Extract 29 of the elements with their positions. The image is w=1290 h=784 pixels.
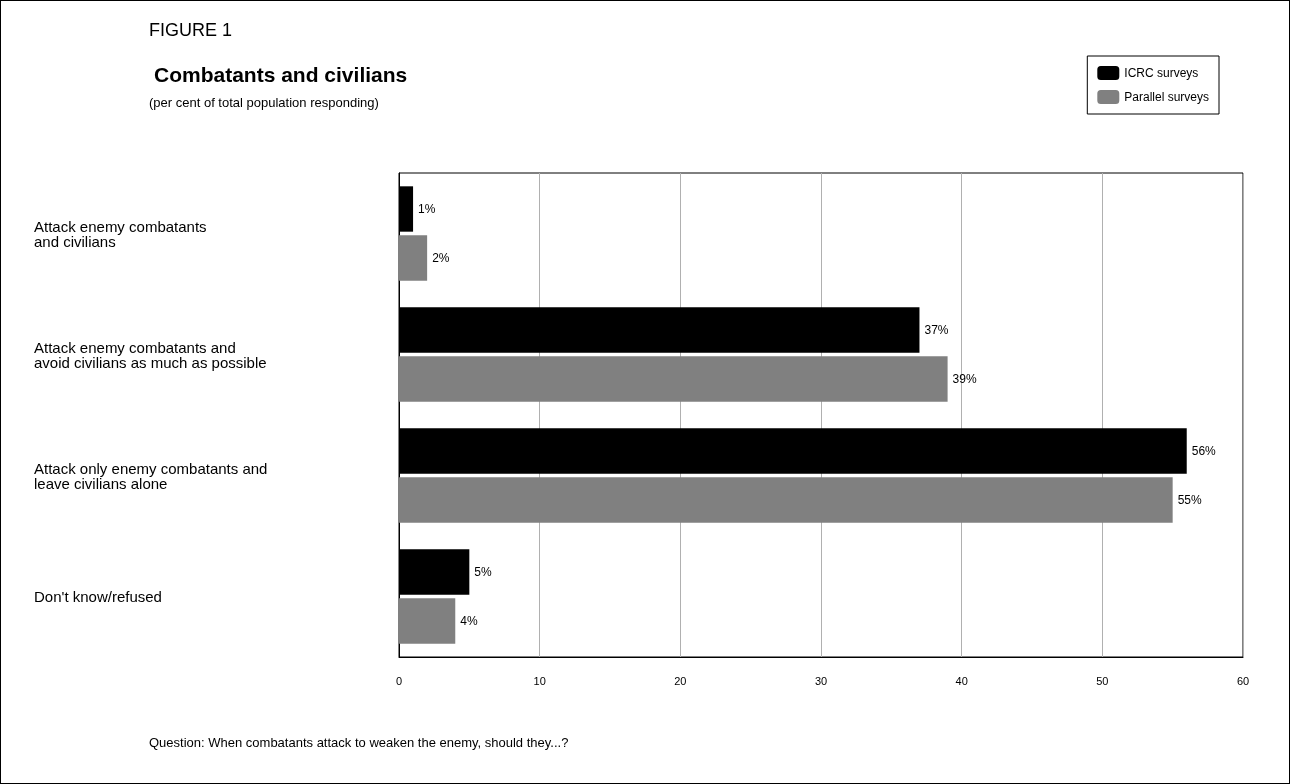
- x-tick-label: 30: [814, 674, 828, 687]
- legend-label: Parallel surveys: [1124, 90, 1210, 104]
- legend-label: ICRC surveys: [1124, 66, 1199, 80]
- chart-title: Combatants and civilians: [154, 63, 408, 86]
- y-tick-label: Attack only enemy combatants and leave civilians alone: [34, 459, 268, 492]
- y-tick-label: Attack enemy combatants and civilians: [34, 217, 207, 250]
- bar: [399, 477, 1173, 523]
- data-label: 2%: [432, 251, 450, 265]
- data-label: 39%: [952, 372, 977, 386]
- data-label: 1%: [418, 202, 436, 216]
- text: Question: When combatants attack to weaken the enemy, should they...?: [149, 735, 569, 750]
- x-tick-label: 60: [1236, 674, 1250, 687]
- caption: FIGURE 1: [149, 20, 233, 40]
- x-tick-label: 10: [533, 674, 546, 687]
- bar: [399, 235, 428, 281]
- data-label: 55%: [1177, 493, 1203, 507]
- x-tick-label: 20: [674, 674, 687, 687]
- bar: [399, 598, 456, 644]
- data-label: 5%: [474, 565, 493, 579]
- bar: [399, 356, 948, 402]
- x-tick-label: 0: [395, 674, 403, 687]
- data-label: 56%: [1191, 444, 1217, 458]
- y-tick-label: Don't know/refused: [34, 588, 162, 605]
- data-label: 4%: [460, 614, 478, 628]
- y-tick-label: Attack enemy combatants and avoid civilians as much as possible: [34, 338, 267, 371]
- x-tick-label: 40: [955, 674, 968, 687]
- data-label: 37%: [924, 323, 949, 337]
- x-tick-label: 50: [1096, 674, 1109, 687]
- text: (per cent of total population responding): [149, 95, 379, 110]
